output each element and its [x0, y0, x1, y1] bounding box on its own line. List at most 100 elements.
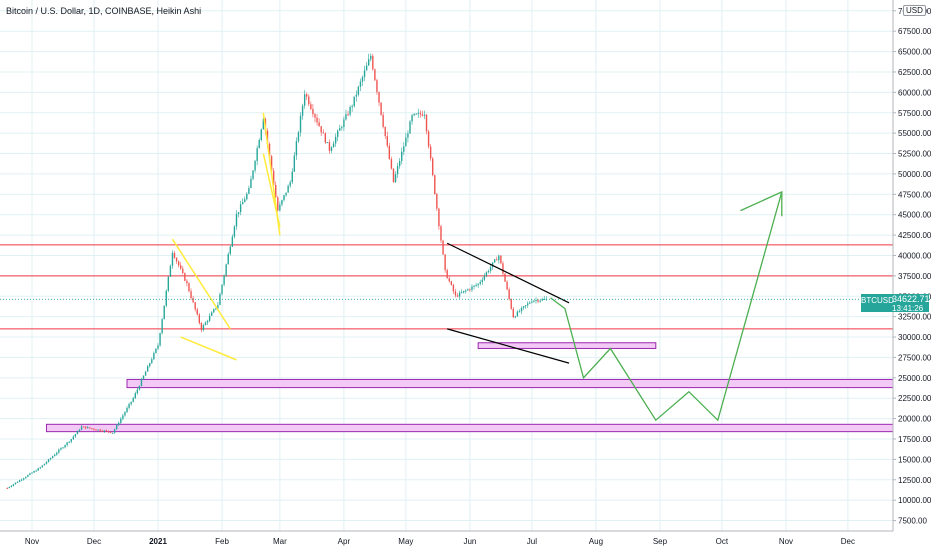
candle-body: [194, 302, 196, 310]
candle-body: [454, 291, 457, 296]
candle-body: [417, 112, 419, 114]
candle-body: [314, 114, 316, 118]
candle-body: [151, 359, 153, 364]
candle-body: [165, 290, 167, 306]
candle-body: [349, 106, 351, 115]
candle-body: [357, 86, 360, 95]
candle-body: [6, 487, 8, 489]
candle-body: [180, 265, 182, 269]
candle-body: [122, 415, 124, 419]
candle-body: [113, 429, 116, 433]
candle-body: [225, 264, 227, 276]
candle-body: [388, 145, 391, 160]
candle-body: [177, 261, 180, 266]
candle-body: [473, 285, 475, 287]
candle-body: [163, 305, 165, 320]
candle-body: [97, 429, 99, 431]
candle-body: [29, 473, 31, 475]
candle-body: [467, 289, 469, 291]
price-tick-label: 52500.00: [898, 150, 932, 159]
candle-body: [510, 299, 512, 309]
candle-body: [51, 456, 54, 459]
candle-body: [18, 480, 21, 482]
candle-body: [343, 119, 345, 128]
price-tick-label: 30000.00: [898, 333, 932, 342]
candle-body: [322, 132, 324, 134]
candle-body: [359, 81, 362, 87]
candle-body: [543, 298, 545, 300]
candle-body: [460, 292, 463, 294]
candle-body: [293, 155, 296, 172]
candle-body: [115, 424, 118, 430]
candle-body: [56, 452, 58, 455]
candle-body: [235, 213, 238, 227]
candle-body: [159, 333, 161, 346]
candle-body: [266, 130, 269, 144]
flag-trendline: [180, 336, 237, 361]
candle-body: [394, 174, 397, 183]
candle-body: [229, 246, 231, 254]
candle-body: [520, 307, 523, 312]
price-tick-label: 47500.00: [898, 190, 932, 199]
candle-body: [14, 482, 17, 485]
candle-body: [54, 454, 56, 457]
candle-body: [138, 386, 141, 390]
candle-body: [285, 192, 287, 196]
time-tick-label: Sep: [653, 537, 668, 546]
candle-body: [518, 311, 521, 313]
candle-body: [370, 55, 372, 60]
candle-body: [47, 459, 50, 462]
candle-body: [531, 301, 533, 303]
candle-body: [64, 445, 66, 448]
candle-body: [173, 252, 176, 258]
candle-body: [434, 175, 436, 195]
candle-body: [485, 272, 488, 276]
candle-body: [326, 142, 329, 144]
wedge-trendline: [447, 328, 570, 364]
candle-body: [39, 467, 41, 469]
candle-body: [541, 299, 543, 301]
drawings-layer: [171, 112, 783, 422]
price-tick-label: 17500.00: [898, 435, 932, 444]
candle-body: [237, 212, 240, 214]
candle-body: [49, 458, 52, 460]
candle-body: [10, 485, 13, 487]
price-tick-label: 55000.00: [898, 129, 932, 138]
candle-body: [330, 147, 333, 151]
candle-body: [427, 131, 430, 147]
candle-body: [303, 94, 306, 106]
candle-body: [279, 204, 281, 211]
last-price-badge: BTCUSD 34622.71 13:41:26: [861, 294, 930, 313]
candle-body: [450, 281, 453, 285]
candle-body: [252, 170, 254, 179]
candle-body: [529, 302, 531, 304]
candle-body: [171, 252, 174, 266]
candle-body: [120, 418, 122, 423]
candle-body: [192, 298, 194, 303]
candle-body: [244, 199, 246, 203]
candle-body: [66, 442, 68, 446]
candle-body: [128, 404, 130, 408]
candle-body: [334, 136, 337, 144]
candle-body: [436, 194, 438, 209]
candle-body: [134, 393, 136, 399]
price-tick-label: 37500.00: [898, 272, 932, 281]
candle-body: [291, 171, 293, 183]
candle-body: [297, 132, 300, 142]
candle-body: [95, 429, 97, 431]
candle-body: [308, 96, 310, 105]
candle-body: [43, 463, 46, 466]
candle-body: [413, 113, 415, 116]
candle-body: [442, 240, 444, 255]
candle-body: [25, 476, 27, 479]
price-tick-label: 42500.00: [898, 231, 932, 240]
time-tick-label: Jun: [463, 537, 476, 546]
currency-label[interactable]: USD: [903, 5, 926, 16]
candle-body: [409, 121, 411, 134]
candle-body: [347, 114, 349, 116]
candle-body: [452, 284, 455, 292]
time-tick-label: Nov: [25, 537, 39, 546]
candle-body: [312, 108, 314, 115]
candle-body: [496, 259, 498, 261]
